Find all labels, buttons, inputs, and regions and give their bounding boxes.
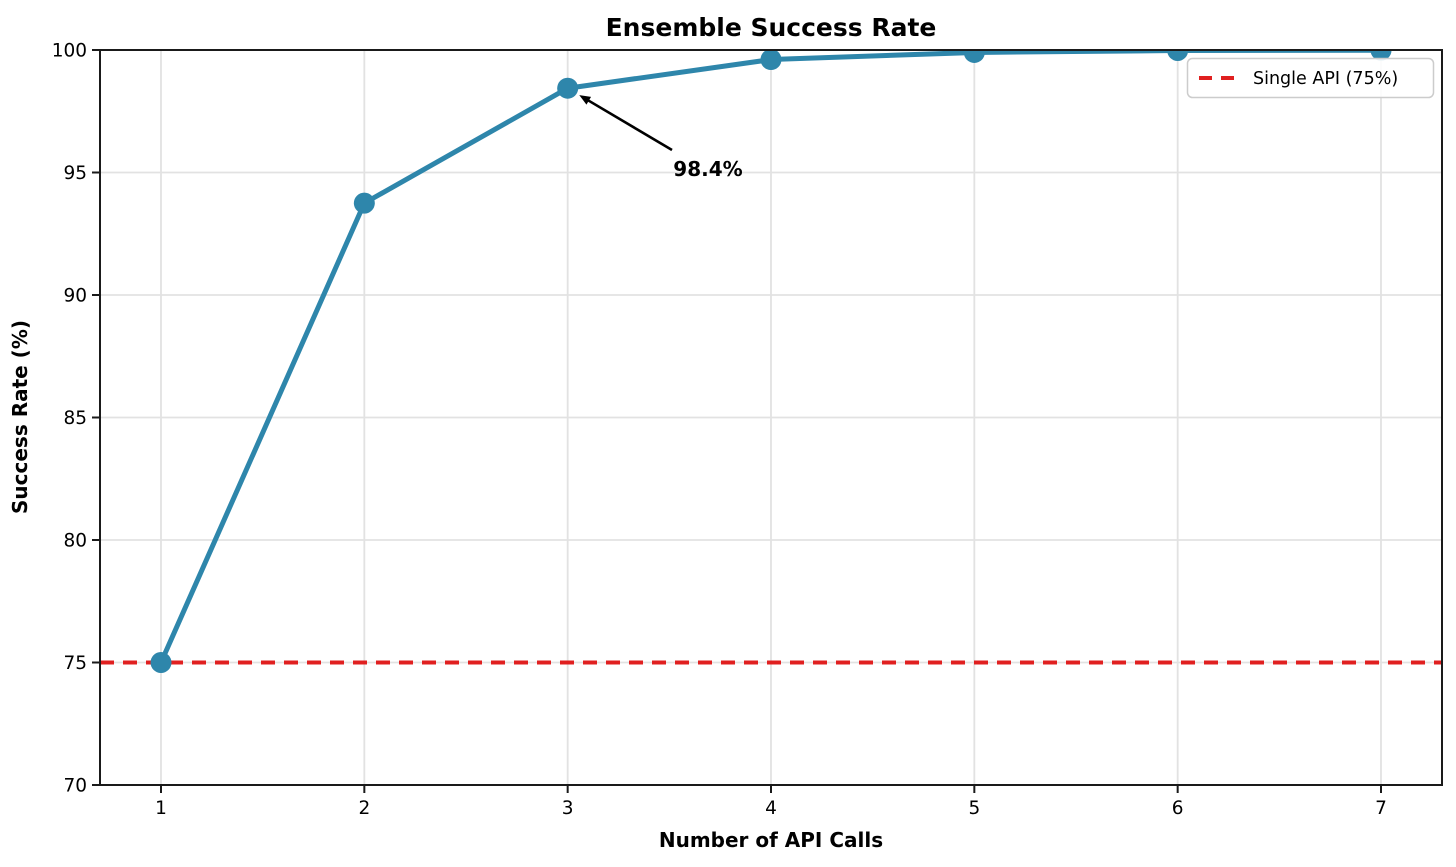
x-tick-label: 1 [155,798,167,819]
annotation-arrow-head [579,95,592,105]
y-tick-label: 70 [63,776,87,797]
x-tick-label: 6 [1172,798,1184,819]
x-tick-label: 2 [358,798,370,819]
x-tick-label: 5 [968,798,980,819]
y-tick-label: 100 [52,41,87,62]
data-point-marker [353,192,375,214]
x-axis-label: Number of API Calls [659,828,883,852]
data-point-marker [150,652,172,673]
data-point-marker [1167,50,1189,61]
axis-tick-labels: 1 2 3 4 5 6 7 70 75 80 85 90 95 100 [52,41,1387,820]
axis-ticks [92,49,1382,793]
y-tick-label: 95 [63,163,87,184]
legend-box [1186,57,1435,99]
legend: Single API (75%) [1186,57,1435,99]
y-tick-label: 80 [63,531,87,552]
y-tick-label: 90 [63,286,87,307]
data-point-marker [963,50,985,63]
x-tick-label: 4 [765,798,777,819]
y-tick-label: 85 [63,408,87,429]
y-tick-label: 75 [63,653,87,674]
x-tick-label: 7 [1375,798,1387,819]
annotation-label: 98.4% [673,157,742,181]
legend-entry-label: Single API (75%) [1253,69,1398,89]
x-tick-label: 3 [562,798,574,819]
data-point-marker [557,77,579,99]
annotation-arrow [579,95,673,152]
y-axis-label: Success Rate (%) [8,320,32,514]
data-point-marker [760,50,782,71]
grid-lines [100,49,1442,786]
annotation-arrow-line [586,98,673,152]
chart-title: Ensemble Success Rate [606,13,937,42]
